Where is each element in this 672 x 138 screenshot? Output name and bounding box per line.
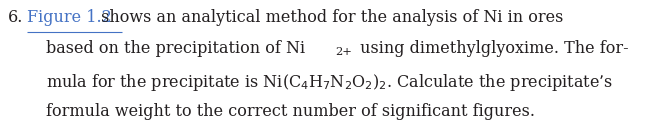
Text: 6.: 6. — [8, 9, 24, 26]
Text: 2+: 2+ — [336, 47, 353, 57]
Text: shows an analytical method for the analysis of Ni in ores: shows an analytical method for the analy… — [96, 9, 563, 26]
Text: based on the precipitation of Ni: based on the precipitation of Ni — [46, 40, 305, 57]
Text: using dimethylglyoxime. The for-: using dimethylglyoxime. The for- — [355, 40, 628, 57]
Text: Figure 1.2: Figure 1.2 — [27, 9, 112, 26]
Text: mula for the precipitate is Ni(C$_{4}$H$_{7}$N$_{2}$O$_{2}$)$_{2}$. Calculate th: mula for the precipitate is Ni(C$_{4}$H$… — [46, 72, 613, 93]
Text: formula weight to the correct number of significant figures.: formula weight to the correct number of … — [46, 103, 535, 120]
